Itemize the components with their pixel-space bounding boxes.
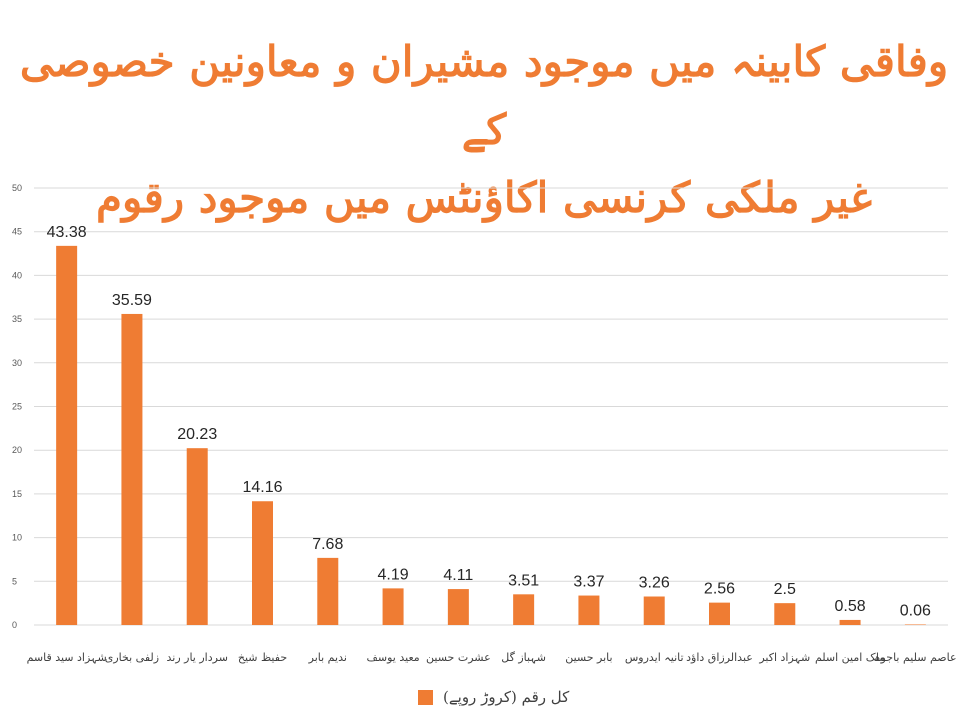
legend-swatch (418, 689, 433, 705)
category-label: شہزاد اکبر (758, 651, 810, 664)
category-label: عشرت حسین (426, 651, 491, 664)
category-label: تانیہ ایدروس (625, 651, 684, 664)
category-label: عاصم سلیم باجوہ (874, 651, 956, 664)
y-tick-label: 15 (12, 489, 22, 499)
data-label: 4.19 (378, 566, 409, 583)
category-label: عبدالرزاق داؤد (686, 651, 753, 664)
data-label: 14.16 (242, 479, 282, 496)
category-label: شہزاد سید قاسم (27, 651, 107, 664)
bar (121, 313, 143, 625)
legend-label: کل رقم (کروڑ روپے) (443, 688, 570, 706)
data-label: 3.37 (573, 574, 604, 591)
data-label: 35.59 (112, 292, 152, 309)
data-label: 3.51 (508, 572, 539, 589)
category-label: زلفی بخاری (105, 651, 159, 664)
y-tick-label: 5 (12, 576, 17, 586)
chart-title: وفاقی کابینہ میں موجود مشیران و معاونین … (0, 28, 968, 232)
bar (578, 595, 600, 625)
y-tick-label: 40 (12, 270, 22, 280)
bar (317, 557, 339, 625)
bar (513, 594, 535, 625)
title-line-1: وفاقی کابینہ میں موجود مشیران و معاونین … (19, 37, 949, 154)
bar (56, 245, 78, 625)
bar (774, 603, 796, 625)
data-label: 20.23 (177, 426, 217, 443)
bar (904, 624, 926, 625)
y-tick-label: 30 (12, 358, 22, 368)
y-tick-label: 45 (12, 227, 22, 237)
category-label: حفیظ شیخ (238, 651, 287, 664)
y-tick-label: 20 (12, 445, 22, 455)
data-label: 0.06 (900, 602, 931, 619)
category-label: ندیم بابر (308, 651, 347, 664)
data-label: 3.26 (639, 575, 670, 592)
bar (839, 619, 861, 625)
data-label: 2.56 (704, 581, 735, 598)
data-label: 2.5 (774, 581, 796, 598)
data-label: 0.58 (835, 598, 866, 615)
y-tick-label: 35 (12, 314, 22, 324)
bar (447, 589, 469, 625)
category-label: بابر حسین (565, 651, 612, 664)
bar (186, 448, 208, 625)
data-label: 43.38 (47, 224, 87, 241)
data-label: 4.11 (443, 567, 473, 584)
bar (382, 588, 404, 625)
category-label: سردار یار رند (167, 651, 228, 664)
legend: کل رقم (کروڑ روپے) (418, 688, 569, 706)
y-tick-label: 25 (12, 402, 22, 412)
data-label: 7.68 (312, 536, 343, 553)
category-label: معید یوسف (367, 651, 420, 664)
title-line-2: غیر ملکی کرنسی اکاؤنٹس میں موجود رقوم (96, 173, 872, 222)
bar (709, 602, 730, 625)
y-tick-label: 10 (12, 533, 22, 543)
category-label: ملک امین اسلم (815, 651, 885, 664)
bar (252, 501, 273, 625)
bar (643, 596, 665, 625)
y-tick-label: 50 (12, 183, 22, 193)
y-tick-label: 0 (12, 620, 17, 630)
category-label: شہباز گل (501, 651, 546, 664)
